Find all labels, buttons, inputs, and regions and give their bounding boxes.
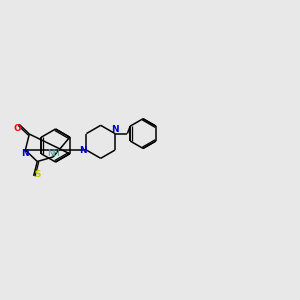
Text: N: N	[79, 146, 86, 154]
Text: N: N	[22, 149, 29, 158]
Text: S: S	[34, 170, 40, 179]
Text: O: O	[14, 124, 22, 133]
Text: NH: NH	[47, 148, 59, 158]
Text: N: N	[111, 125, 119, 134]
